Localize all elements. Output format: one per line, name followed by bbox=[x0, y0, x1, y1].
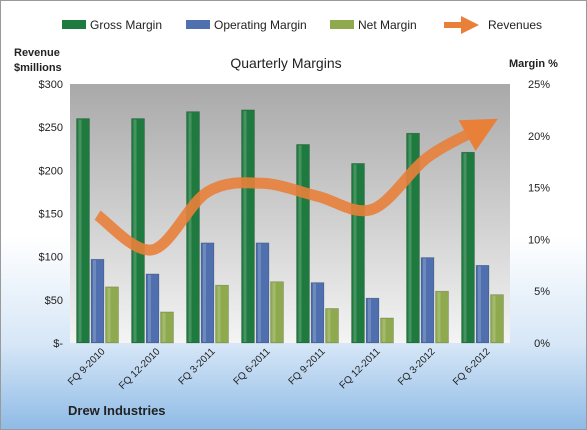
gross-margin-bar bbox=[131, 118, 145, 344]
left-axis-title-line2: $millions bbox=[14, 62, 62, 74]
operating-margin-bar bbox=[310, 282, 325, 344]
legend-item-revenues: Revenues bbox=[444, 16, 542, 34]
category-label: FQ 9-2011 bbox=[287, 346, 328, 387]
bar-highlight bbox=[93, 260, 96, 342]
bar-highlight bbox=[327, 309, 331, 342]
bar-highlight bbox=[463, 153, 467, 342]
revenues-line bbox=[94, 118, 498, 256]
left-tick-label: $250 bbox=[39, 122, 63, 134]
right-tick-label: 5% bbox=[534, 286, 550, 298]
net-margin-bar bbox=[215, 284, 229, 344]
legend-item-net-margin: Net Margin bbox=[330, 18, 417, 32]
right-tick-label: 15% bbox=[528, 183, 550, 195]
gross-margin-bar bbox=[76, 118, 90, 344]
bar-highlight bbox=[188, 112, 192, 342]
bar-highlight bbox=[203, 243, 206, 342]
left-tick-label: $- bbox=[53, 338, 63, 350]
bar-highlight bbox=[492, 295, 496, 342]
category-label: FQ 6-2012 bbox=[451, 346, 493, 388]
revenue-line-layer bbox=[94, 118, 498, 256]
net-margin-bar bbox=[490, 294, 504, 344]
company-name: Drew Industries bbox=[68, 403, 166, 418]
bar-highlight bbox=[243, 110, 247, 343]
left-tick-label: $100 bbox=[39, 252, 63, 264]
operating-margin-bar bbox=[255, 242, 270, 344]
left-tick-label: $200 bbox=[39, 165, 63, 177]
operating-margin-bar bbox=[200, 242, 215, 344]
net-margin-bar bbox=[105, 286, 119, 344]
legend-label-net-margin: Net Margin bbox=[358, 18, 417, 32]
bar-highlight bbox=[78, 119, 82, 343]
legend-label-operating-margin: Operating Margin bbox=[214, 18, 307, 32]
operating-margin-bar bbox=[365, 297, 380, 344]
legend: Gross Margin Operating Margin Net Margin… bbox=[62, 16, 542, 34]
legend-item-operating-margin: Operating Margin bbox=[186, 18, 307, 32]
right-tick-label: 20% bbox=[528, 131, 550, 143]
category-labels: FQ 9-2010 FQ 12-2010 FQ 3-2011 FQ 6-2011 FQ … bbox=[66, 346, 493, 392]
gross-margin-bar bbox=[406, 132, 420, 344]
left-axis-title-line1: Revenue bbox=[14, 47, 60, 59]
bar-highlight bbox=[217, 286, 221, 342]
legend-label-gross-margin: Gross Margin bbox=[90, 18, 162, 32]
operating-margin-bar bbox=[145, 273, 160, 344]
gross-margin-bar bbox=[241, 109, 255, 344]
bar-highlight bbox=[272, 282, 276, 342]
bar-highlight bbox=[368, 299, 371, 342]
left-tick-label: $50 bbox=[45, 295, 63, 307]
bar-highlight bbox=[408, 134, 412, 342]
bar-highlight bbox=[107, 287, 111, 342]
operating-margin-bar bbox=[90, 258, 105, 344]
chart-title: Quarterly Margins bbox=[230, 55, 341, 71]
bar-highlight bbox=[478, 266, 481, 342]
category-label: FQ 12-2011 bbox=[338, 346, 383, 391]
bar-series bbox=[76, 109, 504, 344]
bar-highlight bbox=[133, 119, 137, 343]
operating-margin-bar bbox=[475, 264, 490, 344]
bar-highlight bbox=[258, 243, 261, 342]
net-margin-bar bbox=[325, 308, 339, 344]
bar-highlight bbox=[353, 164, 357, 342]
left-tick-label: $300 bbox=[39, 79, 63, 91]
bar-highlight bbox=[382, 318, 386, 342]
right-tick-label: 25% bbox=[528, 79, 550, 91]
right-tick-label: 0% bbox=[534, 338, 550, 350]
category-label: FQ 3-2011 bbox=[177, 346, 218, 387]
right-axis-title: Margin % bbox=[509, 58, 558, 70]
category-label: FQ 6-2011 bbox=[232, 346, 273, 387]
gross-margin-bar bbox=[461, 151, 475, 344]
right-tick-label: 10% bbox=[528, 234, 550, 246]
bar-highlight bbox=[148, 274, 151, 342]
category-label: FQ 12-2010 bbox=[117, 346, 163, 392]
net-margin-bar bbox=[435, 290, 449, 344]
gross-margin-bar bbox=[186, 111, 200, 344]
legend-item-gross-margin: Gross Margin bbox=[62, 18, 162, 32]
bar-highlight bbox=[162, 312, 166, 342]
gross-margin-bar bbox=[296, 144, 310, 344]
category-label: FQ 9-2010 bbox=[66, 346, 108, 388]
net-margin-bar bbox=[270, 281, 284, 344]
bar-highlight bbox=[437, 292, 441, 342]
legend-label-revenues: Revenues bbox=[488, 18, 542, 32]
net-margin-bar bbox=[380, 317, 394, 344]
net-margin-bar bbox=[160, 311, 174, 344]
left-axis-ticks: $- $50 $100 $150 $200 $250 $300 bbox=[39, 79, 64, 350]
gross-margin-bar bbox=[351, 163, 365, 344]
bar-highlight bbox=[313, 283, 316, 342]
category-label: FQ 3-2012 bbox=[396, 346, 438, 388]
operating-margin-bar bbox=[420, 257, 435, 344]
left-tick-label: $150 bbox=[39, 209, 63, 221]
right-axis-ticks: 0% 5% 10% 15% 20% 25% bbox=[528, 79, 550, 350]
bar-highlight bbox=[298, 145, 302, 342]
bar-highlight bbox=[423, 258, 426, 342]
